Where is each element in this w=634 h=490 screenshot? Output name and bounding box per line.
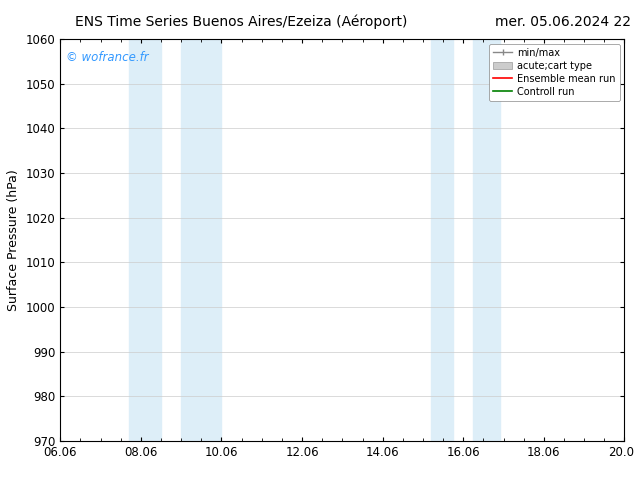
Text: © wofrance.fr: © wofrance.fr xyxy=(66,51,148,64)
Legend: min/max, acute;cart type, Ensemble mean run, Controll run: min/max, acute;cart type, Ensemble mean … xyxy=(489,44,619,100)
Bar xyxy=(129,39,161,441)
Bar xyxy=(181,39,221,441)
Bar xyxy=(431,39,453,441)
Text: ENS Time Series Buenos Aires/Ezeiza (Aéroport): ENS Time Series Buenos Aires/Ezeiza (Aér… xyxy=(75,15,407,29)
Y-axis label: Surface Pressure (hPa): Surface Pressure (hPa) xyxy=(7,169,20,311)
Bar xyxy=(474,39,500,441)
Text: mer. 05.06.2024 22 UTC: mer. 05.06.2024 22 UTC xyxy=(495,15,634,29)
